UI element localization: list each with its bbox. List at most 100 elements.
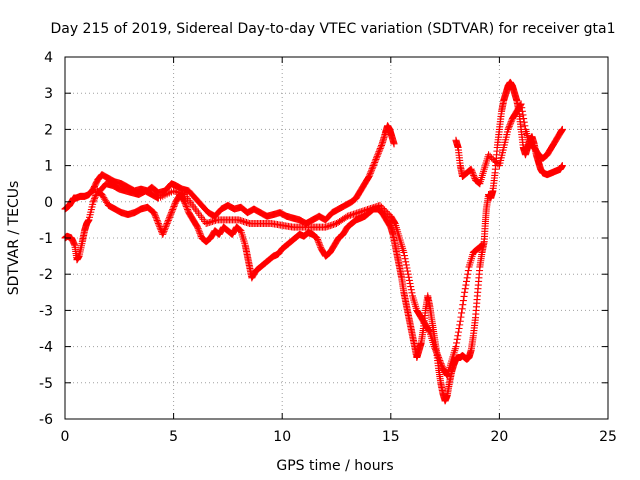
y-tick-label: -3	[39, 303, 53, 319]
y-tick-label: 2	[44, 122, 53, 138]
data-point	[382, 208, 390, 216]
data-point	[505, 122, 513, 130]
data-point	[406, 280, 414, 288]
x-tick-label: 15	[382, 429, 400, 445]
data-point	[184, 206, 192, 214]
data-point	[313, 234, 321, 242]
data-point	[520, 115, 528, 123]
data-point	[431, 346, 439, 354]
data-point	[153, 215, 161, 223]
data-point	[150, 209, 158, 217]
data-point	[154, 218, 162, 226]
data-point	[164, 218, 172, 226]
data-point	[169, 204, 177, 212]
data-point	[372, 155, 380, 163]
data-point	[436, 357, 444, 365]
data-point	[488, 154, 496, 162]
data-point	[405, 273, 413, 281]
data-point	[436, 358, 444, 366]
data-point	[456, 321, 464, 329]
data-point	[468, 167, 476, 175]
data-point	[486, 152, 494, 160]
x-tick-label: 25	[599, 429, 617, 445]
data-point	[315, 240, 323, 248]
data-point	[437, 360, 445, 368]
data-point	[183, 204, 191, 212]
data-point	[463, 274, 471, 282]
data-point	[459, 297, 467, 305]
data-point	[469, 170, 477, 178]
y-axis-ticks: -6 -5 -4 -3 -2 -1 0 1 2 3 4	[39, 50, 608, 428]
data-point	[171, 201, 179, 209]
data-point	[371, 157, 379, 165]
data-point	[425, 327, 433, 335]
data-point	[160, 227, 168, 235]
data-point	[342, 213, 350, 221]
data-point	[470, 171, 478, 179]
data-point	[182, 201, 190, 209]
data-point	[435, 355, 443, 363]
data-point	[558, 125, 566, 133]
y-tick-label: -1	[39, 231, 53, 247]
y-tick-label: -2	[39, 267, 53, 283]
data-point	[366, 169, 374, 177]
data-point	[506, 121, 514, 129]
x-axis-label: GPS time / hours	[276, 458, 393, 474]
data-point	[468, 168, 476, 176]
data-point	[507, 119, 515, 127]
data-point	[163, 220, 171, 228]
data-point	[461, 288, 469, 296]
data-point	[170, 202, 178, 210]
data-point	[167, 210, 175, 218]
data-point	[470, 173, 478, 181]
data-point	[453, 335, 461, 343]
data-point	[92, 192, 100, 200]
data-point	[404, 267, 412, 275]
data-point	[156, 223, 164, 231]
data-point	[314, 236, 322, 244]
data-point	[161, 226, 169, 234]
x-axis-ticks: 0 5 10 15 20 25	[61, 57, 617, 445]
data-point	[89, 198, 97, 206]
data-point	[159, 230, 167, 238]
data-point	[400, 248, 408, 256]
data-point	[367, 168, 375, 176]
y-tick-label: 1	[44, 159, 53, 175]
y-axis-label: SDTVAR / TECUs	[6, 181, 22, 296]
data-point	[162, 223, 170, 231]
data-point	[377, 203, 385, 211]
data-point	[162, 221, 170, 229]
data-point	[376, 146, 384, 154]
data-point	[457, 313, 465, 321]
data-point	[197, 231, 205, 239]
y-tick-label: -6	[39, 412, 53, 428]
data-point	[432, 347, 440, 355]
data-point	[90, 195, 98, 203]
data-point	[376, 201, 384, 209]
data-point	[155, 221, 163, 229]
data-point	[379, 205, 387, 213]
data-point	[463, 277, 471, 285]
data-point	[368, 165, 376, 173]
data-point	[505, 124, 513, 132]
data-point	[166, 213, 174, 221]
data-point	[455, 325, 463, 332]
data-point	[433, 350, 441, 358]
data-point	[391, 218, 399, 226]
data-point	[452, 343, 460, 351]
data-point	[459, 301, 467, 309]
data-point	[402, 261, 410, 269]
data-point	[461, 285, 469, 293]
chart-title: Day 215 of 2019, Sidereal Day-to-day VTE…	[50, 21, 615, 37]
data-point	[453, 339, 461, 347]
data-point	[518, 104, 526, 112]
y-tick-label: -4	[39, 340, 53, 356]
data-point	[407, 286, 415, 294]
data-point	[368, 166, 376, 174]
data-point	[370, 160, 378, 168]
x-tick-label: 0	[61, 429, 70, 445]
data-point	[430, 343, 438, 351]
x-tick-label: 5	[169, 429, 178, 445]
data-point	[182, 202, 190, 210]
data-point	[456, 317, 464, 325]
